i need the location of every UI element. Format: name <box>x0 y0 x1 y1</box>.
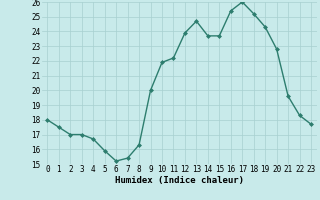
X-axis label: Humidex (Indice chaleur): Humidex (Indice chaleur) <box>115 176 244 185</box>
